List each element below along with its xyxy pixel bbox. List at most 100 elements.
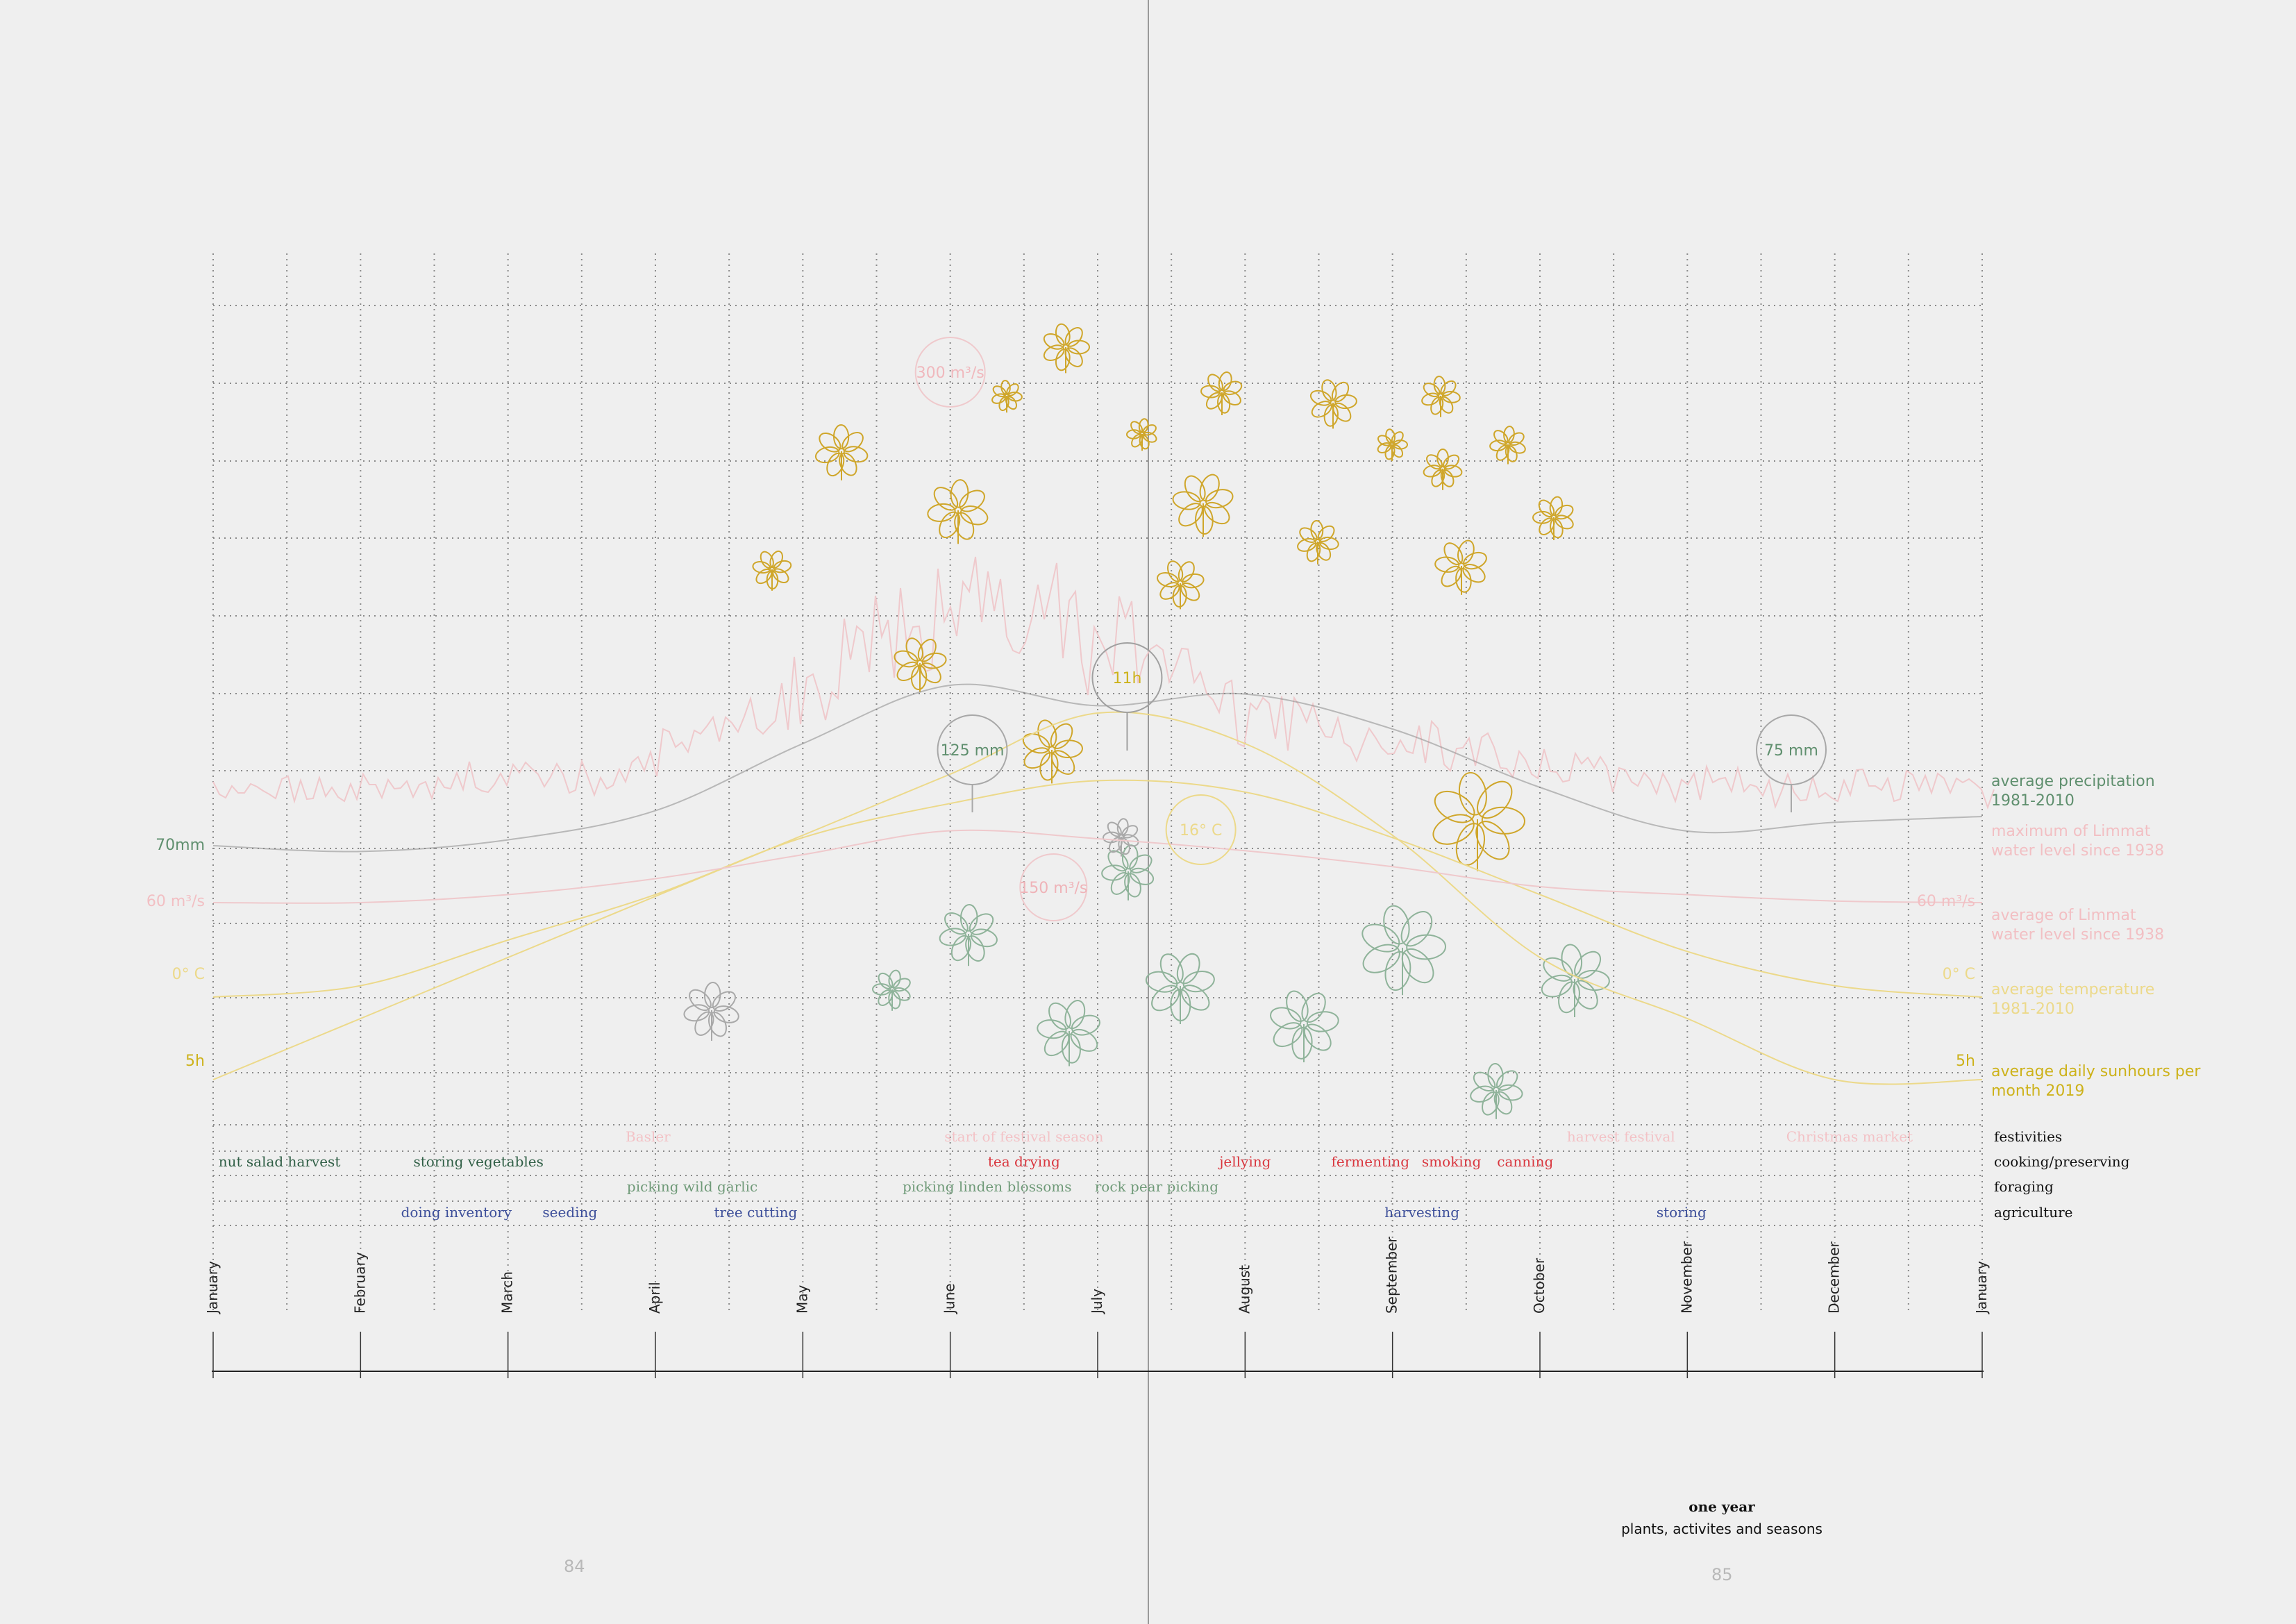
series-line: [212, 683, 1983, 853]
grid: [212, 0, 1983, 1624]
plant-leaf: [1184, 475, 1206, 503]
plant-leaf: [970, 928, 998, 948]
plant-leaf: [1426, 454, 1443, 470]
month-label: April: [646, 1282, 663, 1314]
callout-label: 150 m³/s: [1019, 880, 1087, 897]
legend-entry: average daily sunhours per month 2019: [1991, 1063, 2201, 1100]
plant-leaf: [773, 560, 792, 574]
callout-circle: [1165, 794, 1237, 865]
plant-leaf: [1182, 573, 1205, 589]
page-subtitle: plants, activites and seasons: [1621, 1521, 1822, 1537]
water-max-line: [212, 556, 1995, 810]
callout-circle: [914, 337, 986, 408]
activity-item: smoking: [1422, 1153, 1482, 1170]
plant-leaf: [1477, 780, 1513, 819]
legend-entry: maximum of Limmat water level since 1938: [1991, 823, 2164, 860]
month-label: November: [1678, 1241, 1695, 1314]
plant-illustration: [872, 969, 911, 1011]
plant-illustration: [1361, 905, 1446, 996]
plant-leaf: [1301, 992, 1326, 1023]
plant-leaf: [1055, 323, 1071, 346]
plant-illustration: [991, 380, 1023, 413]
plant-leaf: [1022, 733, 1050, 754]
plant-leaf: [1493, 430, 1509, 445]
title-block: one year plants, activites and seasons: [1583, 1498, 1861, 1537]
plant-leaf: [965, 935, 985, 962]
series-lines: [212, 683, 1983, 1085]
legend-line: average precipitation: [1991, 773, 2155, 790]
plant-leaf: [1044, 1030, 1070, 1057]
plant-leaf: [939, 511, 961, 539]
plant-leaf: [1199, 474, 1220, 502]
plant-leaf: [1205, 489, 1234, 509]
plant-illustrations: [683, 323, 1610, 1119]
activity-item: harvesting: [1384, 1204, 1459, 1221]
plant-illustration: [1043, 323, 1090, 374]
legend-entry: average precipitation 1981-2010: [1991, 773, 2155, 810]
activity-item: seeding: [542, 1204, 597, 1221]
plant-leaf: [1440, 380, 1457, 396]
legend-line: average of Limmat: [1991, 907, 2136, 924]
series-line: [212, 711, 1983, 1085]
plant-illustration: [1423, 449, 1463, 490]
activity-row-label: cooking/preserving: [1994, 1153, 2130, 1170]
series-line: [212, 779, 1983, 998]
plant-leaf: [1555, 504, 1574, 520]
plant-illustration: [1270, 990, 1339, 1062]
plant-leaf: [896, 661, 920, 681]
plant-illustration: [1172, 474, 1234, 537]
plant-leaf: [950, 479, 969, 508]
plant-leaf: [878, 989, 894, 1006]
plant-leaf: [960, 505, 989, 526]
month-label: March: [499, 1271, 516, 1314]
activity-row-label: agriculture: [1994, 1204, 2072, 1221]
plant-leaf: [1493, 1091, 1513, 1115]
series-label: 70mm: [156, 837, 205, 854]
activity-row-label: festivities: [1994, 1128, 2062, 1145]
plant-leaf: [1543, 957, 1573, 982]
series-line: [212, 829, 1983, 904]
activity-row-label: foraging: [1994, 1178, 2054, 1195]
callout-label: 125 mm: [941, 742, 1005, 760]
callout-label: 300 m³/s: [916, 365, 984, 382]
plant-illustration: [1421, 376, 1461, 417]
plant-leaf: [1577, 969, 1610, 991]
plant-illustration: [1200, 371, 1243, 415]
activity-item: Basler: [626, 1128, 671, 1145]
plant-leaf: [1574, 951, 1602, 979]
plant-leaf: [1361, 923, 1400, 953]
plant-illustration: [1103, 818, 1139, 857]
plant-leaf: [1443, 464, 1463, 478]
plant-leaf: [939, 928, 966, 946]
series-label: 0° C: [1943, 966, 1975, 983]
plant-illustration: [1309, 379, 1357, 429]
plant-leaf: [814, 446, 840, 464]
plant-illustration: [1145, 953, 1215, 1024]
plant-leaf: [1055, 349, 1071, 371]
legend-line: average temperature: [1991, 981, 2154, 998]
plant-leaf: [1297, 537, 1317, 552]
plant-leaf: [1130, 421, 1143, 435]
plant-leaf: [826, 452, 845, 477]
month-label: January: [204, 1261, 221, 1315]
water-level-max-line: [212, 556, 1995, 810]
plant-leaf: [1126, 429, 1141, 440]
plant-leaf: [888, 969, 901, 989]
plant-illustration: [1532, 496, 1574, 540]
plant-leaf: [1180, 582, 1200, 601]
plant-leaf: [713, 1005, 739, 1023]
month-label: May: [794, 1284, 810, 1314]
legend-line: 1981-2010: [1991, 1001, 2075, 1018]
plant-illustration: [1157, 560, 1205, 610]
plant-leaf: [1054, 739, 1083, 759]
plant-leaf: [1362, 944, 1400, 973]
month-label: July: [1089, 1289, 1105, 1315]
legend: average precipitation 1981-2010 maximum of…: [1991, 773, 2201, 1100]
legend-entry: average of Limmat water level since 1938: [1991, 907, 2164, 944]
plant-leaf: [689, 989, 712, 1012]
month-axis: January February March April May June July Augu…: [204, 1237, 1990, 1378]
plant-illustration: [1470, 1063, 1523, 1119]
activity-item: tree cutting: [714, 1204, 797, 1221]
plant-leaf: [954, 512, 975, 540]
series-label: 60 m³/s: [146, 893, 205, 910]
